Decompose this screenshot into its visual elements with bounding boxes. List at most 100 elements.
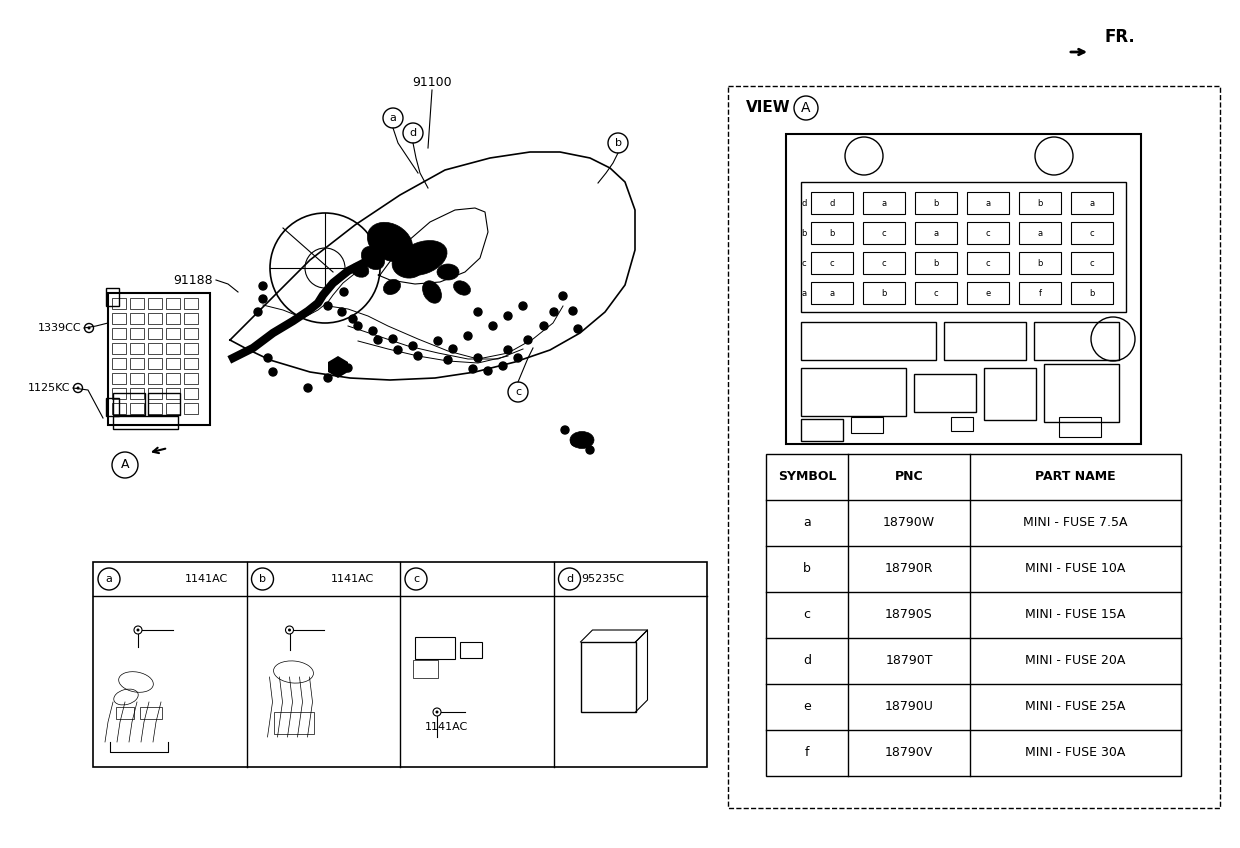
Bar xyxy=(166,343,180,354)
Text: MINI - FUSE 25A: MINI - FUSE 25A xyxy=(1025,700,1126,713)
Text: a: a xyxy=(934,228,939,237)
Text: MINI - FUSE 10A: MINI - FUSE 10A xyxy=(1025,562,1126,576)
Circle shape xyxy=(339,308,346,316)
Text: d: d xyxy=(830,198,835,208)
Text: 18790T: 18790T xyxy=(885,655,932,667)
Bar xyxy=(1071,252,1114,274)
Bar xyxy=(915,282,957,304)
Text: PNC: PNC xyxy=(895,471,924,483)
Bar xyxy=(1019,222,1061,244)
Bar xyxy=(184,373,198,384)
Circle shape xyxy=(77,387,79,389)
Text: a: a xyxy=(1038,228,1043,237)
Circle shape xyxy=(484,367,492,375)
Text: d: d xyxy=(801,198,807,208)
Circle shape xyxy=(414,352,422,360)
Bar xyxy=(166,328,180,339)
Text: MINI - FUSE 15A: MINI - FUSE 15A xyxy=(1025,609,1126,622)
Circle shape xyxy=(464,332,472,340)
Bar xyxy=(413,660,438,678)
Circle shape xyxy=(515,354,522,362)
Bar xyxy=(811,192,853,214)
Text: c: c xyxy=(934,288,939,298)
Text: a: a xyxy=(801,288,806,298)
Text: 91188: 91188 xyxy=(174,274,212,287)
Bar xyxy=(112,298,126,309)
Circle shape xyxy=(539,322,548,330)
Text: 95235C: 95235C xyxy=(582,574,625,584)
Ellipse shape xyxy=(454,281,470,295)
Text: a: a xyxy=(1090,198,1095,208)
Text: c: c xyxy=(413,574,419,584)
Text: f: f xyxy=(805,746,810,760)
Bar xyxy=(580,642,635,712)
Bar xyxy=(1019,282,1061,304)
Bar xyxy=(105,398,119,416)
Bar xyxy=(1019,252,1061,274)
Bar xyxy=(985,368,1035,420)
Bar xyxy=(766,454,1180,776)
Text: PART NAME: PART NAME xyxy=(1035,471,1116,483)
Bar xyxy=(1019,192,1061,214)
Text: 18790R: 18790R xyxy=(885,562,934,576)
Bar xyxy=(967,252,1009,274)
Text: 1141AC: 1141AC xyxy=(185,574,228,584)
Bar xyxy=(1071,282,1114,304)
Text: c: c xyxy=(986,259,991,267)
Circle shape xyxy=(324,374,332,382)
Text: c: c xyxy=(802,259,806,267)
Circle shape xyxy=(444,356,453,364)
Text: 1339CC: 1339CC xyxy=(38,323,82,333)
Bar xyxy=(148,313,162,324)
Circle shape xyxy=(254,308,262,316)
Text: 18790W: 18790W xyxy=(883,516,935,529)
Circle shape xyxy=(324,302,332,310)
Text: a: a xyxy=(804,516,811,529)
Bar xyxy=(184,403,198,414)
Text: f: f xyxy=(1039,288,1042,298)
Text: d: d xyxy=(804,655,811,667)
Circle shape xyxy=(474,308,482,316)
Ellipse shape xyxy=(361,247,384,270)
Bar xyxy=(801,322,936,360)
Text: e: e xyxy=(804,700,811,713)
Bar xyxy=(108,293,210,425)
Circle shape xyxy=(269,368,277,376)
Bar xyxy=(140,707,162,719)
Ellipse shape xyxy=(397,241,448,276)
Bar xyxy=(184,358,198,369)
Bar xyxy=(113,416,179,429)
Bar xyxy=(1071,192,1114,214)
Ellipse shape xyxy=(351,263,368,277)
Circle shape xyxy=(264,354,272,362)
Circle shape xyxy=(434,337,441,345)
Circle shape xyxy=(259,282,267,290)
Text: b: b xyxy=(801,228,807,237)
Bar xyxy=(944,322,1025,360)
Bar xyxy=(148,393,180,415)
Bar xyxy=(166,403,180,414)
Bar xyxy=(184,298,198,309)
Text: c: c xyxy=(804,609,811,622)
Bar xyxy=(112,343,126,354)
Bar xyxy=(851,417,883,433)
Bar xyxy=(148,403,162,414)
Bar xyxy=(93,562,707,767)
Bar xyxy=(112,328,126,339)
Text: c: c xyxy=(830,259,835,267)
Bar xyxy=(148,388,162,399)
Bar xyxy=(184,313,198,324)
Circle shape xyxy=(569,307,577,315)
Bar xyxy=(1059,417,1101,437)
Text: c: c xyxy=(515,387,521,397)
Bar xyxy=(967,282,1009,304)
Bar xyxy=(863,282,905,304)
Circle shape xyxy=(551,308,558,316)
Bar xyxy=(967,192,1009,214)
Bar xyxy=(184,328,198,339)
Text: a: a xyxy=(986,198,991,208)
Bar xyxy=(786,134,1141,444)
Bar xyxy=(105,288,119,306)
Circle shape xyxy=(259,295,267,303)
Text: c: c xyxy=(1090,259,1095,267)
